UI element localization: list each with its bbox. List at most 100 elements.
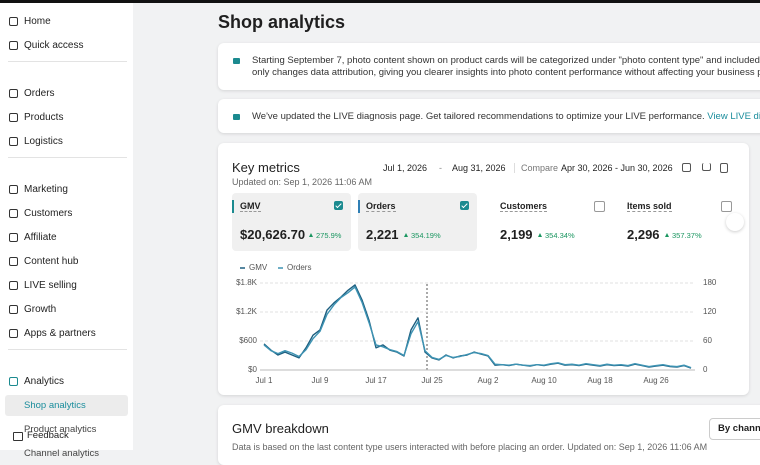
- nav-icon: [9, 305, 18, 314]
- nav-icon: [9, 41, 18, 50]
- nav-icon: [9, 113, 18, 122]
- feedback-icon: [13, 432, 23, 441]
- y-tick-label: $1.2K: [236, 307, 258, 316]
- compare-range[interactable]: Apr 30, 2026 - Jun 30, 2026: [561, 163, 673, 173]
- metric-change: 275.9%: [309, 231, 341, 240]
- nav-icon: [9, 17, 18, 26]
- nav-item[interactable]: Products: [24, 112, 64, 123]
- nav-icon: [9, 257, 18, 266]
- nav-item[interactable]: Quick access: [24, 40, 84, 51]
- metric-color-bar: [358, 200, 360, 213]
- metric-value: 2,296: [627, 227, 660, 242]
- checkbox[interactable]: [721, 201, 732, 212]
- y-tick-label: $0: [248, 365, 257, 374]
- banner-text: We've updated the LIVE diagnosis page. G…: [252, 111, 705, 122]
- legend-label: Orders: [287, 263, 311, 272]
- up-arrow: [404, 233, 408, 237]
- metric-change: 354.34%: [538, 231, 575, 240]
- megaphone-icon: [233, 58, 240, 64]
- key-metrics-card: Key metrics Updated on: Sep 1, 2026 11:0…: [218, 143, 749, 395]
- x-tick-label: Jul 25: [421, 376, 443, 385]
- nav-item[interactable]: Apps & partners: [24, 328, 96, 339]
- x-tick-label: Jul 9: [312, 376, 329, 385]
- checkbox[interactable]: [460, 201, 469, 210]
- download-icon[interactable]: [702, 163, 711, 171]
- nav-item[interactable]: Marketing: [24, 184, 68, 195]
- metric-tile[interactable]: GMV $20,626.70 275.9%: [232, 193, 351, 251]
- checkbox[interactable]: [594, 201, 605, 212]
- up-arrow: [538, 233, 542, 237]
- up-arrow: [309, 233, 313, 237]
- y2-tick-label: 0: [703, 365, 708, 374]
- y2-tick-label: 180: [703, 278, 717, 287]
- megaphone-icon: [233, 114, 240, 120]
- date-separator: -: [439, 163, 442, 173]
- metric-change-text: 275.9%: [316, 231, 342, 240]
- banner-text: We've updated the LIVE diagnosis page. G…: [252, 111, 760, 122]
- series-line: [263, 286, 692, 369]
- nav-item[interactable]: Orders: [24, 88, 55, 99]
- nav-item[interactable]: Customers: [24, 208, 73, 219]
- top-bar: [0, 0, 760, 3]
- y-tick-label: $600: [239, 336, 257, 345]
- nav-icon: [9, 377, 18, 386]
- separator: [8, 349, 127, 350]
- sidebar: Home Quick access Orders Products Logistics M…: [0, 3, 133, 459]
- updated-text: Updated on: Sep 1, 2026 11:06 AM: [232, 177, 372, 187]
- separator: [8, 61, 127, 62]
- nav-item[interactable]: Analytics: [24, 376, 65, 387]
- export-icon[interactable]: [720, 163, 728, 173]
- metric-change-text: 354.34%: [545, 231, 575, 240]
- nav-item[interactable]: Growth: [24, 304, 57, 315]
- banner-link[interactable]: View LIVE diagnosis: [707, 111, 760, 122]
- channel-button[interactable]: By channel: [709, 418, 760, 440]
- feedback[interactable]: Feedback: [27, 430, 69, 441]
- nav-item[interactable]: Affiliate: [24, 232, 57, 243]
- metric-name: Items sold: [627, 201, 672, 212]
- nav-subitem[interactable]: Shop analytics: [24, 400, 86, 411]
- metric-color-bar: [232, 200, 234, 213]
- page-title: Shop analytics: [218, 12, 346, 32]
- x-tick-label: Aug 2: [478, 376, 499, 385]
- date-end[interactable]: Aug 31, 2026: [452, 163, 506, 173]
- metric-value: $20,626.70: [240, 227, 306, 242]
- x-tick-label: Aug 10: [531, 376, 557, 385]
- nav-item[interactable]: Logistics: [24, 136, 63, 147]
- divider: [514, 163, 515, 173]
- banner: We've updated the LIVE diagnosis page. G…: [218, 99, 760, 133]
- nav-icon: [9, 185, 18, 194]
- nav-icon: [9, 329, 18, 338]
- metric-value: 2,221: [366, 227, 399, 242]
- y-tick-label: $1.8K: [236, 278, 258, 287]
- banner: Starting September 7, photo content show…: [218, 43, 760, 90]
- chart: $0 $600 $1.2K $1.8K 0 60 120 180 Jul 1 Jul 9 Jul 1…: [236, 263, 717, 385]
- metric-change-text: 354.19%: [411, 231, 441, 240]
- nav-icon: [9, 89, 18, 98]
- nav-item[interactable]: Home: [24, 16, 51, 27]
- nav-icon: [9, 233, 18, 242]
- metric-change: 354.19%: [404, 231, 441, 240]
- next-button[interactable]: [726, 213, 744, 231]
- date-start[interactable]: Jul 1, 2026: [383, 163, 428, 173]
- metric-name: Customers: [500, 201, 548, 212]
- x-tick-label: Jul 1: [256, 376, 273, 385]
- banner-text: Starting September 7, photo content show…: [252, 55, 760, 66]
- checkbox[interactable]: [334, 201, 343, 210]
- metric-name: GMV: [240, 201, 261, 212]
- x-tick-label: Aug 26: [643, 376, 669, 385]
- metric-change: 357.37%: [665, 231, 702, 240]
- metric-tile[interactable]: Customers 2,199 354.34%: [492, 193, 611, 251]
- nav-subitem[interactable]: Product analytics: [24, 424, 97, 435]
- card-title: GMV breakdown: [232, 421, 329, 436]
- edit-icon[interactable]: [682, 163, 691, 172]
- series-line: [263, 284, 692, 369]
- compare-label: Compare: [521, 163, 559, 173]
- note: Data is based on the last content type u…: [232, 442, 708, 452]
- metric-tile[interactable]: Items sold 2,296 357.37%: [619, 193, 738, 251]
- card-title: Key metrics: [232, 160, 300, 175]
- separator: [8, 157, 127, 158]
- nav-item[interactable]: Content hub: [24, 256, 79, 267]
- metric-tile[interactable]: Orders 2,221 354.19%: [358, 193, 477, 251]
- nav-item[interactable]: LIVE selling: [24, 280, 77, 291]
- metric-name: Orders: [366, 201, 396, 212]
